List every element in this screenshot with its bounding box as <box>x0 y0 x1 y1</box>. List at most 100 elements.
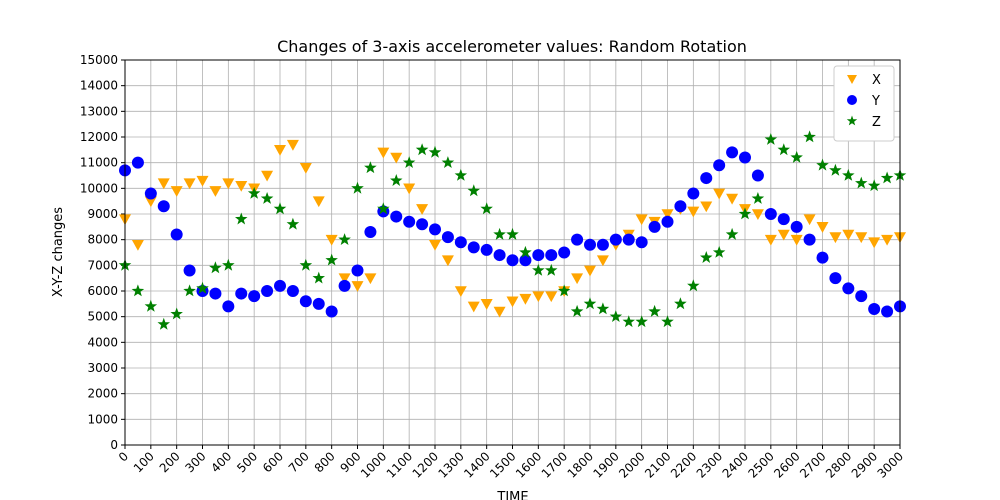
x-tick-label: 800 <box>312 449 338 475</box>
point <box>312 271 325 284</box>
point <box>880 171 894 184</box>
x-tick-label: 2800 <box>823 449 854 480</box>
point <box>648 304 661 317</box>
point <box>532 249 545 262</box>
point <box>829 163 842 176</box>
point <box>816 158 829 171</box>
point <box>726 193 739 205</box>
point <box>674 200 687 213</box>
point <box>209 261 222 274</box>
point <box>235 212 248 225</box>
point <box>868 302 881 315</box>
point <box>403 215 416 228</box>
point <box>235 180 248 192</box>
point <box>764 208 777 220</box>
point <box>131 240 144 251</box>
x-tick-label: 600 <box>260 449 286 475</box>
point <box>493 249 506 262</box>
point <box>803 130 816 143</box>
point <box>377 147 390 159</box>
point <box>338 279 351 292</box>
point <box>390 174 403 186</box>
point <box>700 251 713 263</box>
point <box>635 214 648 226</box>
y-tick-label: 15000 <box>80 53 118 67</box>
point <box>803 214 816 226</box>
point <box>286 285 299 297</box>
x-tick-label: 100 <box>131 449 157 475</box>
y-tick-label: 1000 <box>87 412 118 426</box>
point <box>196 175 209 187</box>
point <box>726 146 739 159</box>
point <box>558 246 571 259</box>
point <box>867 179 881 192</box>
point <box>441 255 454 267</box>
point <box>248 290 261 303</box>
x-tick-label: 700 <box>286 449 312 475</box>
point <box>402 156 416 168</box>
point <box>351 181 364 194</box>
point <box>222 178 235 190</box>
x-tick-label: 0 <box>116 449 131 464</box>
point <box>532 291 545 303</box>
point <box>286 217 300 230</box>
point <box>428 145 442 158</box>
point <box>519 254 532 267</box>
point <box>131 284 145 297</box>
point <box>661 209 674 220</box>
point <box>751 209 764 220</box>
point <box>777 143 790 156</box>
point <box>687 279 700 292</box>
point <box>596 255 609 267</box>
point <box>183 284 196 297</box>
point <box>390 210 403 223</box>
point <box>170 307 183 320</box>
point <box>454 236 467 249</box>
x-tick-label: 1500 <box>487 449 518 480</box>
point <box>842 282 855 295</box>
point <box>441 156 455 168</box>
point <box>725 227 739 240</box>
x-tick-label: 2400 <box>720 449 751 480</box>
x-tick-label: 1700 <box>539 449 570 480</box>
point <box>519 245 532 258</box>
point <box>416 204 429 215</box>
point <box>416 218 429 231</box>
point <box>144 196 157 208</box>
point <box>751 192 765 204</box>
point <box>274 145 286 156</box>
point <box>622 315 635 328</box>
point <box>571 273 584 285</box>
point <box>415 143 429 156</box>
point <box>429 223 441 236</box>
point <box>506 254 519 267</box>
x-tick-label: 300 <box>183 449 209 475</box>
point <box>622 233 635 246</box>
point <box>803 233 816 246</box>
x-tick-label: 2200 <box>668 449 699 480</box>
point <box>790 150 803 163</box>
y-tick-label: 12000 <box>80 130 118 144</box>
point <box>764 234 777 246</box>
y-tick-label: 9000 <box>87 207 118 221</box>
x-tick-label: 1300 <box>435 449 466 480</box>
x-tick-label: 2100 <box>642 449 673 480</box>
x-tick-label: 2500 <box>745 449 776 480</box>
point <box>467 301 480 313</box>
point <box>480 243 493 256</box>
point <box>170 186 183 197</box>
point <box>222 258 235 271</box>
point <box>661 215 674 228</box>
point <box>713 159 726 172</box>
point <box>364 225 377 238</box>
point <box>635 315 648 328</box>
point <box>751 169 764 182</box>
point <box>261 285 274 297</box>
x-tick-label: 2600 <box>771 449 802 480</box>
point <box>609 310 623 322</box>
point <box>881 305 894 318</box>
point <box>855 290 868 303</box>
point <box>273 202 287 215</box>
point <box>764 133 778 145</box>
